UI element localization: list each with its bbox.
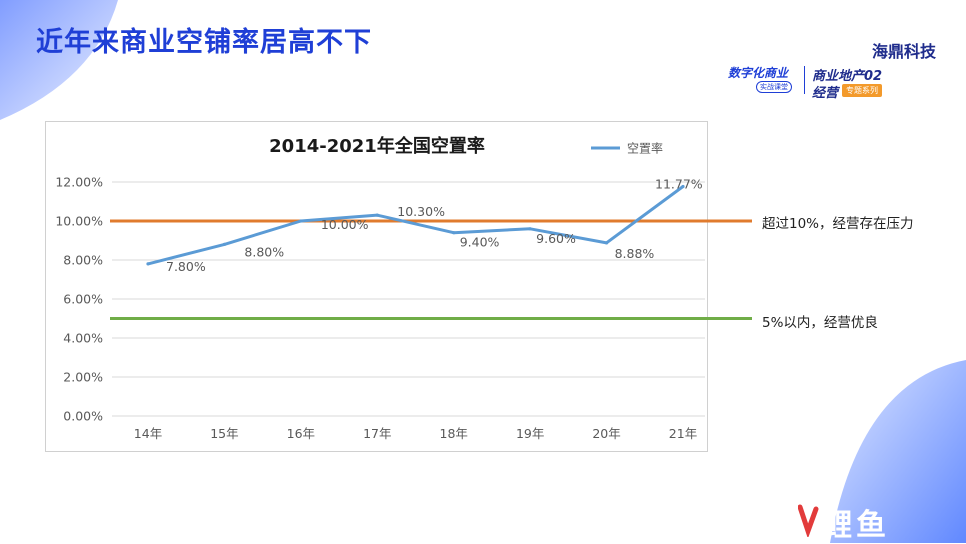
y-tick-label: 6.00% <box>63 292 103 307</box>
x-tick-label: 20年 <box>592 426 620 441</box>
data-point <box>299 219 303 223</box>
chart-legend: 空置率 <box>591 141 663 156</box>
x-axis-tick-labels: 14年 15年 16年 17年 18年 19年 20年 21年 <box>134 426 697 441</box>
data-point <box>681 184 685 189</box>
watermark-text: 鲤鱼 <box>822 508 890 543</box>
y-axis-tick-labels: 0.00% 2.00% 4.00% 6.00% 8.00% 10.00% 12.00% <box>55 175 103 424</box>
y-tick-label: 8.00% <box>63 253 103 268</box>
brand-series-title: 商业地产02 <box>812 69 883 84</box>
annotation-within-5-percent: 5%以内，经营优良 <box>762 315 878 331</box>
data-label: 7.80% <box>166 259 206 274</box>
brand-divider <box>804 66 805 94</box>
brand-course-subtitle: 实战课堂 <box>756 81 792 93</box>
y-tick-label: 2.00% <box>63 370 103 385</box>
y-tick-label: 12.00% <box>55 175 103 190</box>
data-point <box>222 242 227 246</box>
data-point <box>452 231 456 235</box>
watermark-logo <box>798 504 819 537</box>
data-label: 10.30% <box>397 204 445 219</box>
brand-course-mark: 数字化商业 实战课堂 <box>728 64 798 94</box>
data-point <box>604 241 609 245</box>
data-label: 8.80% <box>244 244 284 259</box>
chart-series <box>146 184 685 266</box>
x-tick-label: 21年 <box>669 426 697 441</box>
y-tick-label: 4.00% <box>63 331 103 346</box>
data-label: 8.88% <box>615 246 655 261</box>
data-label: 9.60% <box>536 231 576 246</box>
series-line <box>147 185 684 266</box>
data-point <box>528 227 532 231</box>
data-point <box>375 213 379 217</box>
data-label: 9.40% <box>460 235 500 250</box>
y-tick-label: 10.00% <box>55 214 103 229</box>
brand-course-title: 数字化商业 <box>728 66 789 80</box>
x-tick-label: 15年 <box>210 426 238 441</box>
x-tick-label: 14年 <box>134 426 162 441</box>
data-point <box>146 262 150 266</box>
data-label: 11.77% <box>655 176 703 191</box>
brand-logo: 海鼎科技 数字化商业 实战课堂 商业地产02 经营 专题系列 <box>728 38 938 101</box>
chart-title: 2014-2021年全国空置率 <box>269 135 485 157</box>
data-labels: 7.80% 8.80% 10.00% 10.30% 9.40% 9.60% 8.88% 11.… <box>166 176 703 273</box>
y-tick-label: 0.00% <box>63 409 103 424</box>
x-tick-label: 19年 <box>516 426 544 441</box>
brand-company-name: 海鼎科技 <box>871 42 936 61</box>
annotation-above-10-percent: 超过10%，经营存在压力 <box>762 216 914 232</box>
brand-series-tag: 专题系列 <box>842 84 882 97</box>
reference-lines <box>110 219 752 320</box>
slide-title: 近年来商业空铺率居高不下 <box>36 27 372 58</box>
brand-series-subtitle: 经营 <box>812 86 839 101</box>
x-tick-label: 18年 <box>440 426 468 441</box>
data-label: 10.00% <box>321 217 369 232</box>
x-tick-label: 16年 <box>287 426 315 441</box>
x-tick-label: 17年 <box>363 426 391 441</box>
chart-frame <box>45 121 708 452</box>
legend-label: 空置率 <box>627 141 663 156</box>
